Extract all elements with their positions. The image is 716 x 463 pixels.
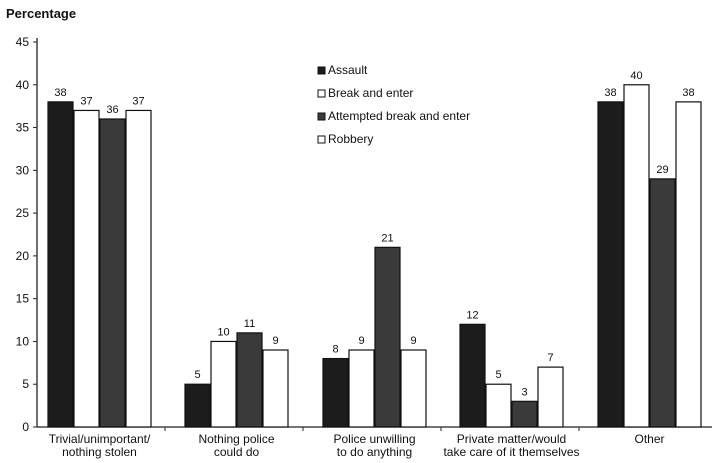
bar bbox=[374, 246, 401, 428]
data-label: 36 bbox=[106, 104, 118, 116]
y-tick-label: 45 bbox=[16, 35, 30, 49]
bar bbox=[236, 332, 263, 428]
data-label: 5 bbox=[495, 369, 501, 381]
category-label: to do anything bbox=[337, 445, 412, 459]
data-label: 7 bbox=[547, 352, 553, 364]
category-label: Trivial/unimportant/ bbox=[49, 432, 151, 446]
legend-swatch bbox=[317, 135, 326, 144]
legend-label: Robbery bbox=[328, 132, 373, 146]
bar bbox=[262, 349, 289, 428]
y-tick-label: 15 bbox=[16, 292, 30, 306]
bar bbox=[675, 101, 702, 428]
y-axis-title: Percentage bbox=[6, 6, 77, 21]
data-label: 9 bbox=[410, 335, 416, 347]
y-tick-label: 10 bbox=[16, 334, 30, 348]
bar bbox=[537, 366, 564, 428]
data-label: 40 bbox=[630, 70, 642, 82]
data-label: 3 bbox=[521, 386, 527, 398]
bar bbox=[99, 118, 126, 428]
data-label: 9 bbox=[272, 335, 278, 347]
data-label: 10 bbox=[217, 326, 229, 338]
bar bbox=[511, 400, 538, 428]
bar bbox=[623, 84, 650, 428]
bar bbox=[47, 101, 74, 428]
bar bbox=[210, 340, 237, 428]
legend-swatch bbox=[317, 112, 326, 121]
y-tick-label: 30 bbox=[16, 163, 30, 177]
data-label: 38 bbox=[682, 87, 694, 99]
data-label: 29 bbox=[656, 164, 668, 176]
data-label: 12 bbox=[466, 309, 478, 321]
bar bbox=[400, 349, 427, 428]
data-label: 21 bbox=[381, 232, 393, 244]
category-label: nothing stolen bbox=[62, 445, 137, 459]
data-label: 37 bbox=[132, 95, 144, 107]
bar bbox=[459, 323, 486, 428]
legend-label: Assault bbox=[328, 63, 368, 77]
bar bbox=[184, 383, 211, 428]
legend-swatch bbox=[317, 89, 326, 98]
y-tick-label: 0 bbox=[22, 420, 29, 434]
data-label: 8 bbox=[332, 344, 338, 356]
category-label: could do bbox=[214, 445, 260, 459]
bar bbox=[649, 178, 676, 428]
bar bbox=[322, 357, 349, 428]
legend-label: Break and enter bbox=[328, 86, 413, 100]
category-label: Private matter/would bbox=[457, 432, 566, 446]
bar bbox=[125, 109, 152, 428]
bar bbox=[597, 101, 624, 428]
category-label: Police unwilling bbox=[333, 432, 415, 446]
data-label: 5 bbox=[194, 369, 200, 381]
legend-label: Attempted break and enter bbox=[328, 109, 470, 123]
data-label: 9 bbox=[358, 335, 364, 347]
y-tick-label: 20 bbox=[16, 249, 30, 263]
category-label: Nothing police bbox=[198, 432, 274, 446]
bar bbox=[485, 383, 512, 428]
data-label: 11 bbox=[244, 318, 255, 330]
data-label: 38 bbox=[54, 87, 66, 99]
y-tick-label: 5 bbox=[22, 377, 29, 391]
y-tick-label: 25 bbox=[16, 206, 30, 220]
y-tick-label: 40 bbox=[16, 78, 30, 92]
category-label: Other bbox=[634, 432, 664, 446]
y-tick-label: 35 bbox=[16, 121, 30, 135]
bar bbox=[73, 109, 100, 428]
category-label: take care of it themselves bbox=[443, 445, 579, 459]
data-label: 38 bbox=[604, 87, 616, 99]
bar bbox=[348, 349, 375, 428]
data-label: 37 bbox=[80, 95, 92, 107]
legend-swatch bbox=[317, 66, 326, 75]
